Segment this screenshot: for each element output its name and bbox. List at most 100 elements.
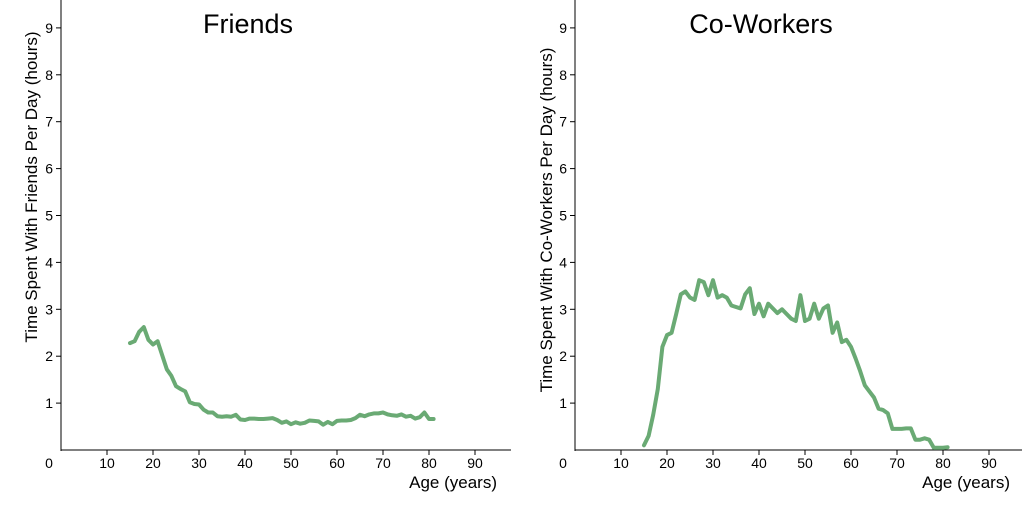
data-point — [165, 367, 169, 371]
y-tick-label: 8 — [45, 67, 53, 83]
data-point — [858, 369, 862, 373]
y-tick-label: 6 — [559, 161, 567, 177]
data-point — [835, 320, 839, 325]
data-point — [252, 416, 256, 421]
data-point — [211, 410, 215, 415]
y-ticks-coworkers: 1 2 3 4 5 6 7 8 9 — [559, 20, 575, 411]
data-point — [376, 411, 380, 416]
data-point — [877, 407, 881, 411]
data-point — [762, 314, 766, 318]
data-point — [386, 412, 390, 416]
y-tick-label: 5 — [559, 208, 567, 224]
data-point — [169, 374, 173, 378]
data-point — [275, 418, 279, 422]
data-point — [202, 408, 206, 412]
data-point — [390, 413, 394, 417]
data-point — [831, 331, 835, 335]
x-tick-label: 0 — [45, 455, 53, 471]
data-point — [808, 317, 812, 321]
x-tick-label: 30 — [705, 455, 721, 471]
data-point — [794, 319, 798, 323]
x-tick-label: 60 — [329, 455, 345, 471]
data-point — [133, 339, 137, 343]
data-points-coworkers — [642, 278, 950, 450]
data-point — [904, 426, 908, 431]
data-point — [785, 312, 789, 316]
data-point — [146, 338, 150, 342]
data-point — [238, 417, 242, 422]
x-tick-label: 90 — [467, 455, 483, 471]
data-point — [174, 384, 178, 388]
data-point — [280, 421, 284, 425]
y-tick-label: 1 — [45, 395, 53, 411]
y-tick-label: 7 — [559, 114, 567, 130]
data-point — [665, 333, 669, 337]
data-point — [895, 427, 899, 431]
data-point — [248, 416, 252, 421]
data-point — [812, 302, 816, 306]
data-point — [757, 302, 761, 306]
data-point — [748, 286, 752, 290]
data-point — [225, 414, 229, 418]
data-point — [693, 298, 697, 302]
data-point — [734, 305, 738, 309]
data-point — [817, 317, 821, 321]
data-point — [151, 342, 155, 347]
data-point — [289, 422, 293, 426]
data-point — [404, 415, 408, 419]
data-point — [651, 413, 655, 417]
x-ticks-coworkers: 0 10 20 30 40 50 60 70 80 90 — [559, 450, 997, 471]
data-point — [803, 319, 807, 323]
data-point — [941, 446, 945, 450]
data-point — [215, 414, 219, 418]
data-point — [321, 423, 325, 427]
data-point — [647, 434, 651, 438]
y-tick-label: 8 — [559, 67, 567, 83]
x-tick-label: 40 — [751, 455, 767, 471]
data-point — [266, 416, 270, 421]
data-point — [363, 414, 367, 418]
panel-friends: Friends 1 2 3 4 5 6 7 8 9 0 10 20 30 40 50 60 70 80 90 Ti… — [22, 0, 511, 492]
series-line-friends — [128, 325, 436, 427]
data-points-friends — [128, 325, 436, 427]
data-point — [780, 307, 784, 311]
data-point — [656, 387, 660, 391]
data-point — [683, 289, 688, 294]
y-ticks-friends: 1 2 3 4 5 6 7 8 9 — [45, 20, 61, 411]
data-point — [422, 410, 426, 415]
x-tick-label: 80 — [421, 455, 437, 471]
data-point — [771, 306, 775, 310]
data-point — [128, 341, 132, 345]
data-point — [900, 427, 904, 431]
data-point — [739, 306, 743, 310]
data-point — [849, 345, 853, 349]
data-point — [261, 417, 265, 421]
data-point — [349, 418, 353, 422]
data-point — [206, 410, 210, 415]
data-point — [936, 446, 941, 450]
data-point — [867, 389, 872, 393]
y-tick-label: 2 — [559, 348, 567, 364]
data-point — [743, 292, 747, 296]
y-axis-label-friends: Time Spent With Friends Per Day (hours) — [22, 31, 41, 342]
data-point — [909, 426, 913, 431]
data-point — [427, 417, 431, 421]
data-point — [307, 418, 311, 423]
data-point — [192, 402, 196, 406]
panel-coworkers: Co-Workers 1 2 3 4 5 6 7 8 9 0 10 20 30 40 50 60 70 80 90… — [537, 0, 1022, 492]
y-tick-label: 9 — [45, 20, 53, 36]
data-point — [312, 419, 316, 423]
data-point — [711, 278, 715, 282]
data-point — [720, 293, 724, 297]
x-axis-label-friends: Age (years) — [409, 473, 497, 492]
data-point — [674, 312, 678, 316]
data-point — [294, 420, 298, 424]
data-point — [298, 422, 302, 426]
data-point — [697, 278, 701, 282]
y-tick-label: 9 — [559, 20, 567, 36]
data-point — [160, 353, 164, 357]
y-axis-label-coworkers: Time Spent With Co-Workers Per Day (hour… — [537, 48, 556, 393]
data-point — [326, 420, 330, 424]
x-tick-label: 30 — [191, 455, 207, 471]
panel-title-coworkers: Co-Workers — [689, 9, 833, 39]
